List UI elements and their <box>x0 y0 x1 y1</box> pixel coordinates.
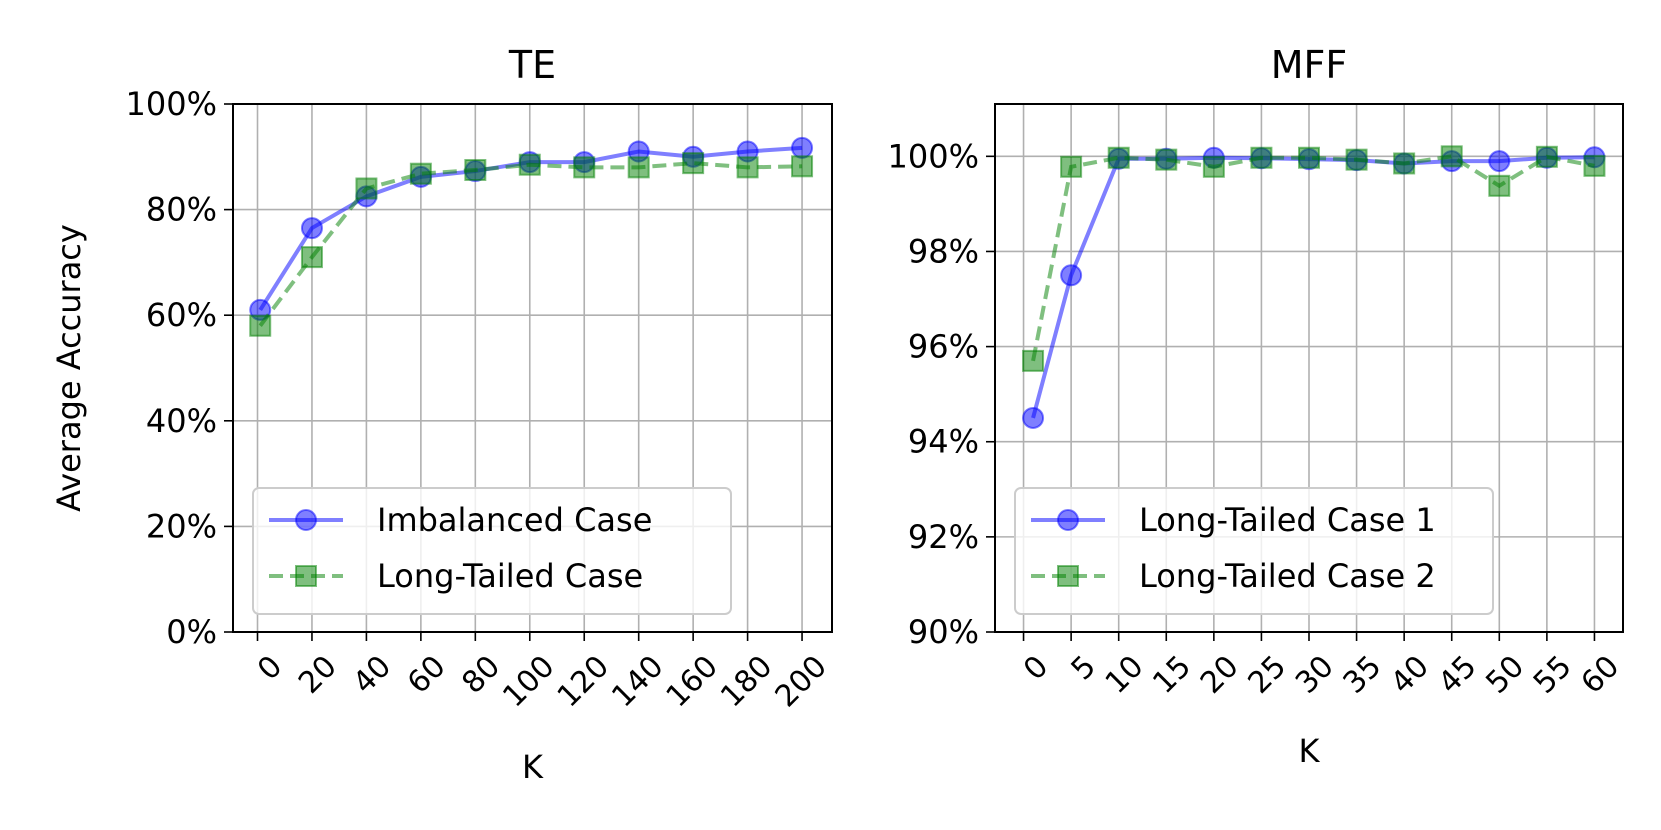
data-point <box>1345 148 1368 171</box>
legend-label: Long-Tailed Case 1 <box>1139 501 1436 539</box>
x-tick-label: 55 <box>1527 649 1579 701</box>
data-point <box>1250 146 1273 169</box>
y-axis-label: Average Accuracy <box>50 224 88 512</box>
series-long-tailed-case-2 <box>1022 145 1606 372</box>
x-tick-label: 30 <box>1289 649 1341 701</box>
legend-marker <box>295 509 317 531</box>
legend-label: Imbalanced Case <box>377 501 652 539</box>
legend-marker <box>1057 565 1079 587</box>
y-tick-label: 0% <box>166 613 217 651</box>
x-tick-label: 160 <box>660 649 725 714</box>
legend-label: Long-Tailed Case <box>377 557 643 595</box>
y-tick-label: 100% <box>888 137 979 175</box>
series-long-tailed-case <box>249 152 814 337</box>
y-tick-label: 80% <box>146 191 217 229</box>
axes-frame <box>994 103 1624 633</box>
chart-te: TE K Average Accuracy 0 20 40 60 80100120140… <box>50 43 834 786</box>
data-point <box>573 156 596 179</box>
data-point <box>627 156 650 179</box>
x-tick-label: 120 <box>551 649 616 714</box>
chart-title: TE <box>508 43 556 87</box>
data-point <box>1535 145 1558 168</box>
legend: Long-Tailed Case 1 Long-Tailed Case 2 <box>1014 487 1494 615</box>
y-tick-label: 96% <box>908 328 979 366</box>
data-point <box>1583 154 1606 177</box>
y-tick-label: 40% <box>146 402 217 440</box>
series-long-tailed-case-1 <box>1022 146 1606 429</box>
x-tick-label: 60 <box>1575 649 1627 701</box>
legend-item: Imbalanced Case <box>269 501 652 539</box>
x-tick-label: 20 <box>292 649 344 701</box>
data-point <box>1202 155 1225 178</box>
x-tick-label: 200 <box>769 649 834 714</box>
data-point <box>1393 152 1416 175</box>
x-tick-label: 35 <box>1337 649 1389 701</box>
axes-frame <box>232 103 833 633</box>
data-point <box>300 246 323 269</box>
data-point <box>1022 349 1045 372</box>
x-axis-label: K <box>1299 732 1321 770</box>
data-point <box>409 162 432 185</box>
chart-title: MFF <box>1271 43 1348 87</box>
data-point <box>300 217 323 240</box>
x-tick-label: 50 <box>1479 649 1531 701</box>
x-tick-label: 0 <box>1017 649 1055 687</box>
data-point <box>1488 174 1511 197</box>
x-tick-label: 60 <box>401 649 453 701</box>
data-point <box>355 177 378 200</box>
legend: Imbalanced Case Long-Tailed Case <box>252 487 732 615</box>
legend-item: Long-Tailed Case <box>269 557 643 595</box>
x-tick-label: 40 <box>346 649 398 701</box>
x-tick-label: 100 <box>496 649 561 714</box>
x-tick-label: 180 <box>714 649 779 714</box>
data-point <box>1298 146 1320 169</box>
y-tick-label: 94% <box>908 423 979 461</box>
y-tick-label: 20% <box>146 507 217 545</box>
y-tick-label: 92% <box>908 518 979 556</box>
data-point <box>736 156 759 179</box>
x-tick-label: 140 <box>605 649 670 714</box>
data-point <box>518 153 541 176</box>
legend-marker <box>295 565 317 587</box>
data-point <box>1155 148 1178 171</box>
data-point <box>1440 145 1463 168</box>
legend-box <box>252 487 732 615</box>
data-point <box>464 159 487 181</box>
data-point <box>249 314 272 337</box>
legend-label: Long-Tailed Case 2 <box>1139 557 1436 595</box>
data-point <box>1107 146 1130 169</box>
x-tick-label: 45 <box>1432 649 1484 701</box>
x-tick-label: 40 <box>1384 649 1436 701</box>
x-tick-label: 15 <box>1146 649 1198 701</box>
x-tick-label: 10 <box>1099 649 1151 701</box>
data-point <box>791 136 814 159</box>
legend-item: Long-Tailed Case 1 <box>1031 501 1436 539</box>
data-point <box>1022 406 1045 429</box>
data-point <box>791 155 814 178</box>
data-point <box>1060 155 1083 178</box>
y-tick-label: 100% <box>126 85 217 123</box>
x-tick-label: 0 <box>251 649 289 687</box>
data-point <box>682 152 705 175</box>
y-tick-label: 98% <box>908 232 979 270</box>
x-tick-label: 20 <box>1194 649 1246 701</box>
legend-marker <box>1057 509 1079 531</box>
x-tick-label: 5 <box>1065 649 1103 687</box>
series-line <box>258 161 803 327</box>
x-axis-label: K <box>522 748 544 786</box>
legend-box <box>1014 487 1494 615</box>
y-tick-label: 60% <box>146 296 217 334</box>
y-tick-label: 90% <box>908 613 979 651</box>
data-point <box>1488 150 1511 173</box>
data-point <box>1060 264 1083 287</box>
x-tick-label: 25 <box>1241 649 1293 701</box>
legend-item: Long-Tailed Case 2 <box>1031 557 1436 595</box>
